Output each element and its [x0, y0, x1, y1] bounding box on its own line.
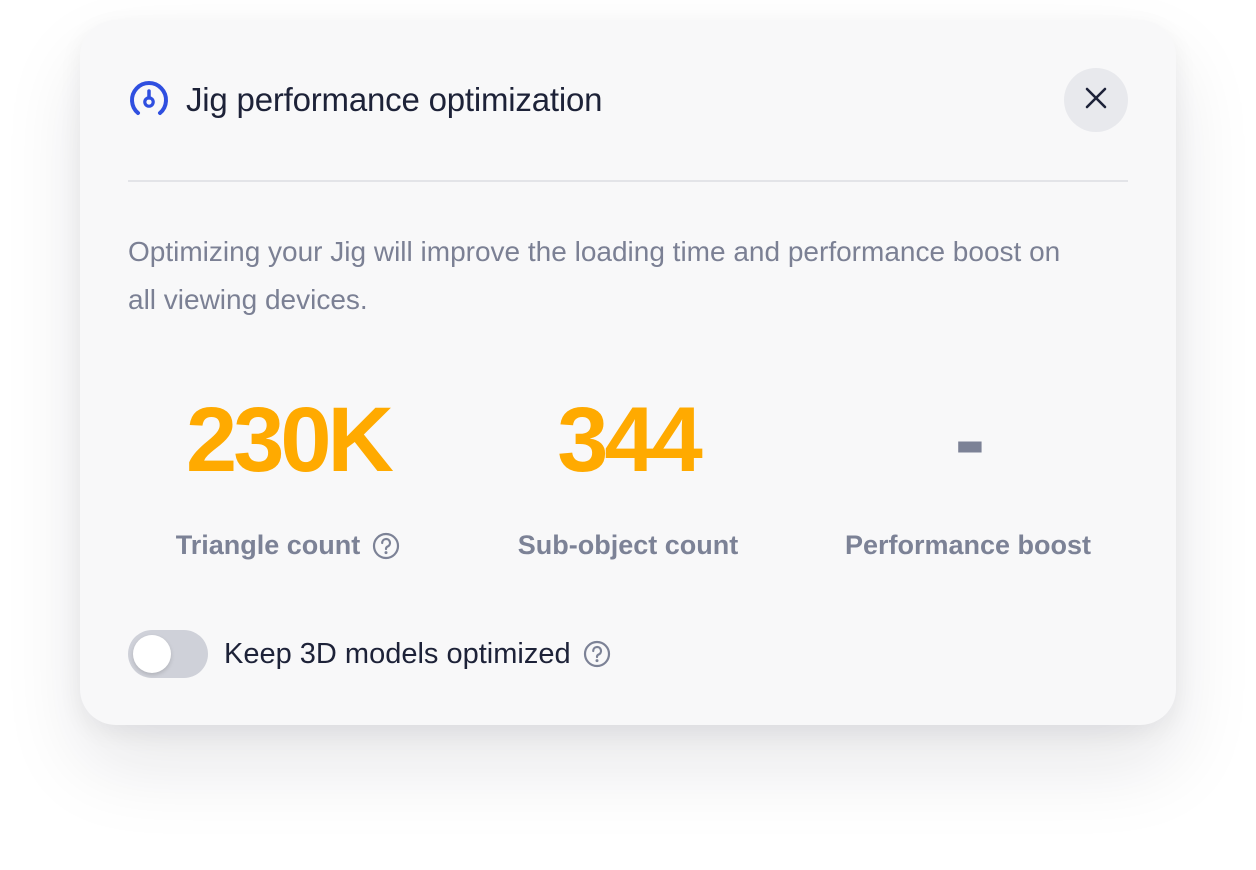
optimize-toggle-row: Keep 3D models optimized: [128, 630, 611, 678]
stat-label: Sub-object count: [517, 530, 739, 560]
close-button[interactable]: [1064, 68, 1128, 132]
dialog-title: Jig performance optimization: [186, 81, 603, 118]
stat-label-row: Sub-object count: [468, 530, 788, 561]
optimization-dialog: Jig performance optimization Optimizing …: [80, 20, 1176, 725]
stat-value: 344: [557, 389, 703, 491]
gauge-icon: [128, 78, 172, 122]
close-icon: [1083, 85, 1109, 116]
toggle-label: Keep 3D models optimized: [224, 637, 571, 670]
stat-label: Triangle count: [175, 530, 361, 560]
help-icon[interactable]: [372, 532, 400, 560]
toggle-knob: [133, 635, 171, 673]
header-divider: [128, 180, 1128, 182]
stat-sub-object-count: 344 Sub-object count: [468, 380, 788, 561]
stats-row: 230K Triangle count 344 Sub-object count…: [128, 380, 1128, 560]
stat-value: -: [954, 389, 986, 491]
stat-triangle-count: 230K Triangle count: [128, 380, 448, 561]
dialog-description: Optimizing your Jig will improve the loa…: [128, 236, 1061, 315]
dialog-header: Jig performance optimization: [128, 68, 1128, 132]
stat-label-row: Triangle count: [128, 530, 448, 561]
keep-optimized-toggle[interactable]: [128, 630, 208, 678]
stat-label: Performance boost: [844, 530, 1092, 560]
stat-value: 230K: [186, 389, 394, 491]
stat-performance-boost: - Performance boost: [808, 380, 1128, 561]
stat-label-row: Performance boost: [808, 530, 1128, 561]
help-icon[interactable]: [583, 640, 611, 668]
